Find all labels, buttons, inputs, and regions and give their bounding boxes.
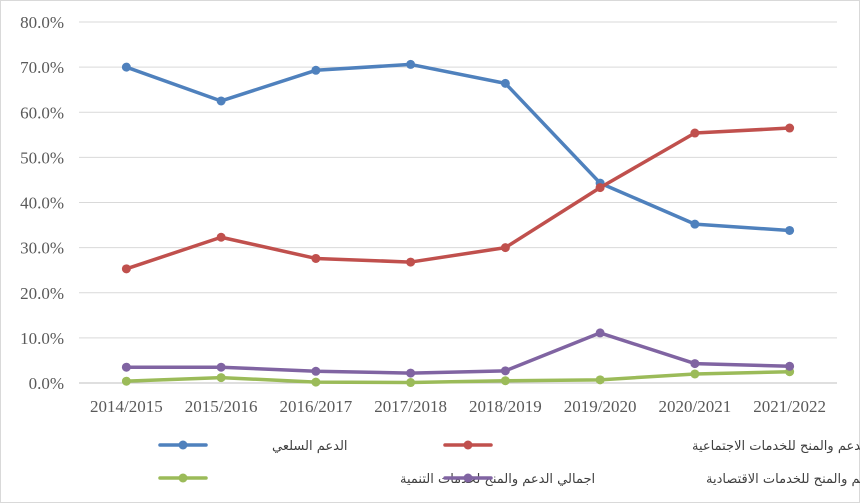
data-point <box>595 183 605 193</box>
data-point <box>121 362 131 372</box>
x-tick-label: 2019/2020 <box>564 397 637 416</box>
data-point <box>500 78 510 88</box>
data-point <box>121 62 131 72</box>
y-tick-label: 50.0% <box>20 148 64 167</box>
data-point <box>690 359 700 369</box>
legend-entry: الدعم والمنح للخدمات الاجتماعية <box>443 439 860 454</box>
x-tick-label: 2016/2017 <box>280 397 353 416</box>
legend-marker <box>463 473 473 483</box>
legend: الدعم السلعي الدعم والمنح للخدمات الاجتما… <box>158 439 860 487</box>
y-tick-label: 30.0% <box>20 239 64 258</box>
y-tick-label: 10.0% <box>20 329 64 348</box>
data-point <box>311 377 321 387</box>
data-point <box>500 243 510 253</box>
x-tick-label: 2015/2016 <box>185 397 258 416</box>
legend-marker <box>463 440 473 450</box>
y-tick-label: 20.0% <box>20 284 64 303</box>
data-point <box>216 362 226 372</box>
data-point <box>311 366 321 376</box>
series-line <box>124 331 792 375</box>
y-tick-label: 40.0% <box>20 194 64 213</box>
y-tick-label: 60.0% <box>20 103 64 122</box>
series-line <box>124 126 792 271</box>
data-point <box>406 368 416 378</box>
data-point <box>311 253 321 263</box>
data-point <box>690 128 700 138</box>
data-point <box>690 369 700 379</box>
legend-marker <box>178 440 188 450</box>
legend-label: اجمالي الدعم والمنح لخدمات التنمية <box>400 472 595 487</box>
data-point <box>311 65 321 75</box>
series-lines <box>121 59 795 388</box>
data-point <box>595 375 605 385</box>
data-point <box>500 376 510 386</box>
data-point <box>406 378 416 388</box>
data-point <box>216 96 226 106</box>
data-point <box>785 225 795 235</box>
gridlines <box>79 21 837 384</box>
series-line <box>124 369 792 385</box>
data-point <box>785 361 795 371</box>
data-point <box>216 373 226 383</box>
data-point <box>690 219 700 229</box>
legend-entry: الدعم السلعي <box>158 439 348 454</box>
legend-entry: اجمالي الدعم والمنح لخدمات التنمية <box>158 472 595 487</box>
y-tick-label: 0.0% <box>29 374 64 393</box>
data-point <box>595 328 605 338</box>
data-point <box>121 264 131 274</box>
data-point <box>406 257 416 267</box>
data-point <box>785 123 795 133</box>
legend-entry: اجمالي الدعم والمنح للخدمات الاقتصادية <box>443 472 860 487</box>
y-tick-label: 70.0% <box>20 58 64 77</box>
legend-label: الدعم والمنح للخدمات الاجتماعية <box>692 439 860 454</box>
x-tick-label: 2021/2022 <box>753 397 826 416</box>
data-point <box>500 366 510 376</box>
data-point <box>216 232 226 242</box>
x-tick-label: 2017/2018 <box>374 397 447 416</box>
x-tick-label: 2014/2015 <box>90 397 163 416</box>
x-tick-label: 2018/2019 <box>469 397 542 416</box>
y-axis-tick-labels: 0.0% 10.0% 20.0% 30.0% 40.0% 50.0% 60.0% 70.0% 8… <box>20 13 64 393</box>
x-axis-tick-labels: 2014/2015 2015/2016 2016/2017 2017/2018 2018… <box>90 397 826 416</box>
series-line <box>124 62 792 233</box>
y-tick-label: 80.0% <box>20 13 64 32</box>
legend-marker <box>178 473 188 483</box>
data-point <box>121 376 131 386</box>
x-tick-label: 2020/2021 <box>659 397 732 416</box>
data-point <box>406 59 416 69</box>
legend-label: اجمالي الدعم والمنح للخدمات الاقتصادية <box>706 472 860 487</box>
legend-label: الدعم السلعي <box>272 439 348 454</box>
